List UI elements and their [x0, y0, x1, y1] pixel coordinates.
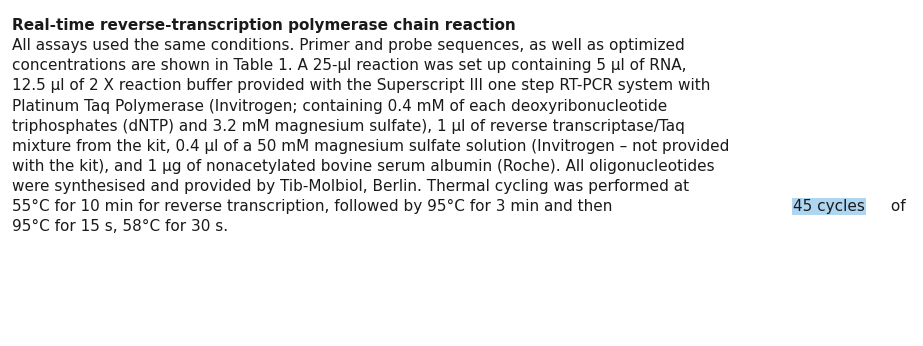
Text: triphosphates (dNTP) and 3.2 mM magnesium sulfate), 1 μl of reverse transcriptas: triphosphates (dNTP) and 3.2 mM magnesiu…	[12, 119, 685, 134]
Text: concentrations are shown in Table 1. A 25-μl reaction was set up containing 5 μl: concentrations are shown in Table 1. A 2…	[12, 58, 687, 73]
Text: Real-time reverse-transcription polymerase chain reaction: Real-time reverse-transcription polymera…	[12, 18, 516, 33]
Text: of: of	[886, 199, 905, 214]
Text: All assays used the same conditions. Primer and probe sequences, as well as opti: All assays used the same conditions. Pri…	[12, 38, 685, 53]
Text: 95°C for 15 s, 58°C for 30 s.: 95°C for 15 s, 58°C for 30 s.	[12, 219, 228, 234]
Text: Platinum Taq Polymerase (Invitrogen; containing 0.4 mM of each deoxyribonucleoti: Platinum Taq Polymerase (Invitrogen; con…	[12, 99, 667, 113]
Text: 12.5 μl of 2 X reaction buffer provided with the Superscript III one step RT-PCR: 12.5 μl of 2 X reaction buffer provided …	[12, 79, 711, 93]
Text: were synthesised and provided by Tib-Molbiol, Berlin. Thermal cycling was perfor: were synthesised and provided by Tib-Mol…	[12, 179, 689, 194]
Text: with the kit), and 1 μg of nonacetylated bovine serum albumin (Roche). All oligo: with the kit), and 1 μg of nonacetylated…	[12, 159, 714, 174]
Text: mixture from the kit, 0.4 μl of a 50 mM magnesium sulfate solution (Invitrogen –: mixture from the kit, 0.4 μl of a 50 mM …	[12, 139, 729, 154]
Text: 55°C for 10 min for reverse transcription, followed by 95°C for 3 min and then: 55°C for 10 min for reverse transcriptio…	[12, 199, 617, 214]
Text: 45 cycles: 45 cycles	[793, 199, 865, 214]
